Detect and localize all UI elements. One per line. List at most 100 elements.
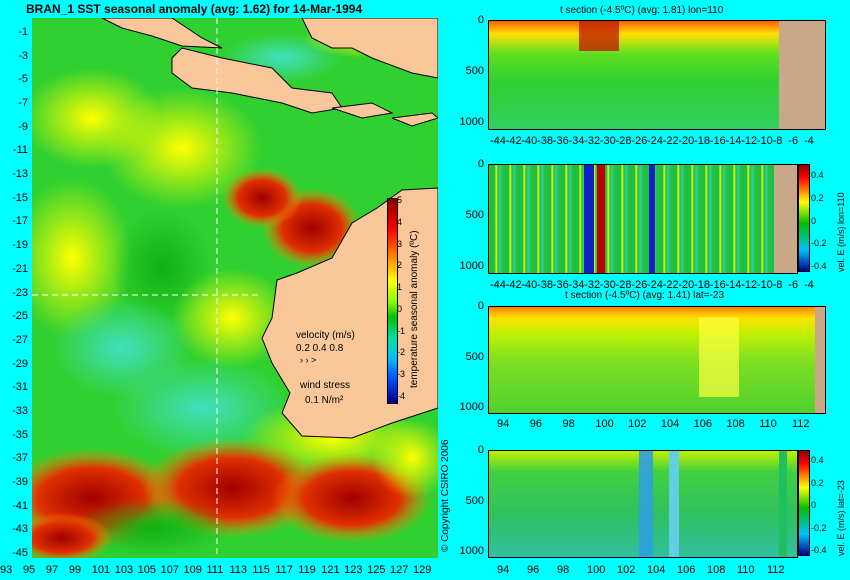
map-y-tick: -19 <box>12 239 28 252</box>
map-x-tick: 117 <box>275 564 293 576</box>
panel1-x-tick: -24 <box>647 135 663 147</box>
panel2-colorbar-tick: 0 <box>811 215 817 226</box>
panel3-x-tick: 94 <box>497 418 510 430</box>
panel1-x-tick: -16 <box>709 135 726 147</box>
panel4-westward-flow <box>639 451 653 557</box>
panel4-colorbar-tick: 0 <box>811 500 817 510</box>
panel4-x-tick: 100 <box>587 564 606 576</box>
panel1-plot <box>488 20 826 130</box>
panel2-x-tick: -38 <box>537 279 553 291</box>
panel2-colorbar-tick: 0.4 <box>811 170 824 180</box>
panel1-x-tick: -32 <box>584 135 601 147</box>
map-x-tick: 115 <box>252 564 270 576</box>
panel4-plot <box>488 450 798 558</box>
panel1-x-tick: -10 <box>756 135 773 147</box>
panel4-x-tick: 96 <box>527 564 540 576</box>
map-colorbar-tick: 3 <box>397 238 403 249</box>
map-y-tick: -23 <box>12 286 28 299</box>
panel1-x-tick: -26 <box>631 135 648 147</box>
panel2-x-tick: -24 <box>647 279 663 291</box>
panel2-westward-jet <box>584 165 594 273</box>
map-y-tick: -11 <box>12 144 28 157</box>
panel4-colorbar-tick: -0.4 <box>811 545 827 555</box>
panel1-x-tick: -22 <box>662 135 679 147</box>
panel1-x-tick: -4 <box>804 135 814 147</box>
map-y-tick: -35 <box>12 428 28 441</box>
map-colorbar-tick: -3 <box>397 369 406 380</box>
panel4-y-tick: 1000 <box>459 545 484 557</box>
panel1-title: t section (-4.5ºC) (avg: 1.81) lon=110 <box>560 5 724 16</box>
panel2-y-tick: 1000 <box>459 260 484 272</box>
panel4-colorbar-tick: 0.4 <box>811 455 824 465</box>
panel2-x-tick: -10 <box>756 279 773 291</box>
panel4-x-tick: 108 <box>707 564 726 576</box>
panel4-x-tick: 98 <box>557 564 570 576</box>
panel1-x-tick: -8 <box>772 135 783 147</box>
map-colorbar-tick: 1 <box>397 282 403 293</box>
map-y-tick: -37 <box>12 452 28 465</box>
map-colorbar-tick: 5 <box>397 195 403 205</box>
panel3-x-tick: 110 <box>759 418 777 430</box>
panel1-x-tick: -42 <box>505 135 522 147</box>
panel2-colorbar-tick: -0.2 <box>811 238 827 249</box>
sst-map <box>2 17 452 563</box>
map-x-tick: 101 <box>91 564 111 576</box>
panel1-y-tick: 500 <box>465 65 484 77</box>
panel2-x-tick: -6 <box>788 279 799 291</box>
velocity-legend-arrows: › › > <box>300 355 317 365</box>
panel2-x-tick: -8 <box>772 279 783 291</box>
panel2-x-tick: -20 <box>678 279 695 291</box>
wind-legend-label: wind stress <box>300 380 351 391</box>
panel2-x-tick: -14 <box>725 279 742 291</box>
panel4-colorbar-label: vel. E (m/s) lat=-23 <box>836 480 846 556</box>
map-y-tick: -41 <box>12 499 28 512</box>
panel1-x-tick: -40 <box>521 135 538 147</box>
panel2-colorbar <box>798 164 810 272</box>
map-y-tick: -3 <box>18 49 28 62</box>
panel3-x-tick: 102 <box>628 418 647 430</box>
panel4-colorbar <box>798 450 810 556</box>
panel2-x-tick: -36 <box>552 279 569 291</box>
map-x-tick: 129 <box>413 564 432 576</box>
velocity-legend-values: 0.2 0.4 0.8 <box>296 343 344 354</box>
panel4-colorbar-tick: -0.2 <box>811 522 827 533</box>
map-colorbar-tick: -1 <box>397 325 406 336</box>
wind-legend-value: 0.1 N/m² <box>305 395 344 406</box>
map-x-tick: 111 <box>206 564 224 576</box>
map-x-tick: 123 <box>344 564 363 576</box>
map-x-tick: 127 <box>390 564 409 576</box>
panel4-westward-flow-2 <box>669 451 679 557</box>
panel1-x-tick: -34 <box>568 135 585 147</box>
map-colorbar-tick: 2 <box>397 260 403 271</box>
map-y-tick: -27 <box>12 333 28 346</box>
panel3-warm-patch <box>699 317 739 397</box>
map-y-tick: -13 <box>12 168 28 181</box>
panel3-x-tick: 104 <box>660 418 680 430</box>
panel3-y-tick: 1000 <box>459 401 484 413</box>
panel1-x-tick: -6 <box>788 135 799 147</box>
panel4-colorbar-tick: 0.2 <box>811 477 824 488</box>
panel2-x-tick: -30 <box>599 279 616 291</box>
panel3-title: t section (-4.5ºC) (avg: 1.41) lat=-23 <box>565 290 724 301</box>
panel4-x-tick: 110 <box>737 564 755 576</box>
map-y-tick: -21 <box>12 262 28 275</box>
map-colorbar-tick: -2 <box>397 347 406 358</box>
map-y-tick: -9 <box>18 120 28 133</box>
map-colorbar-tick: 4 <box>397 216 403 227</box>
panel2-y-tick: 500 <box>465 209 484 221</box>
panel3-x-tick: 108 <box>726 418 745 430</box>
panel2-x-tick: -26 <box>631 279 648 291</box>
map-x-tick: 105 <box>137 564 157 576</box>
panel3-y-tick: 500 <box>465 350 484 363</box>
panel1-x-tick: -20 <box>678 135 695 147</box>
sst-field <box>2 18 452 563</box>
map-y-tick: -45 <box>12 547 28 559</box>
map-y-tick: -25 <box>12 310 28 323</box>
map-y-tick: -17 <box>12 215 28 228</box>
panel2-eastward-jet <box>597 165 605 273</box>
panel1-x-tick: -12 <box>741 135 758 147</box>
map-x-tick: 99 <box>68 564 82 576</box>
panel1-x-tick: -36 <box>552 135 569 147</box>
map-colorbar <box>387 198 398 404</box>
panel4-x-tick: 106 <box>677 564 696 576</box>
